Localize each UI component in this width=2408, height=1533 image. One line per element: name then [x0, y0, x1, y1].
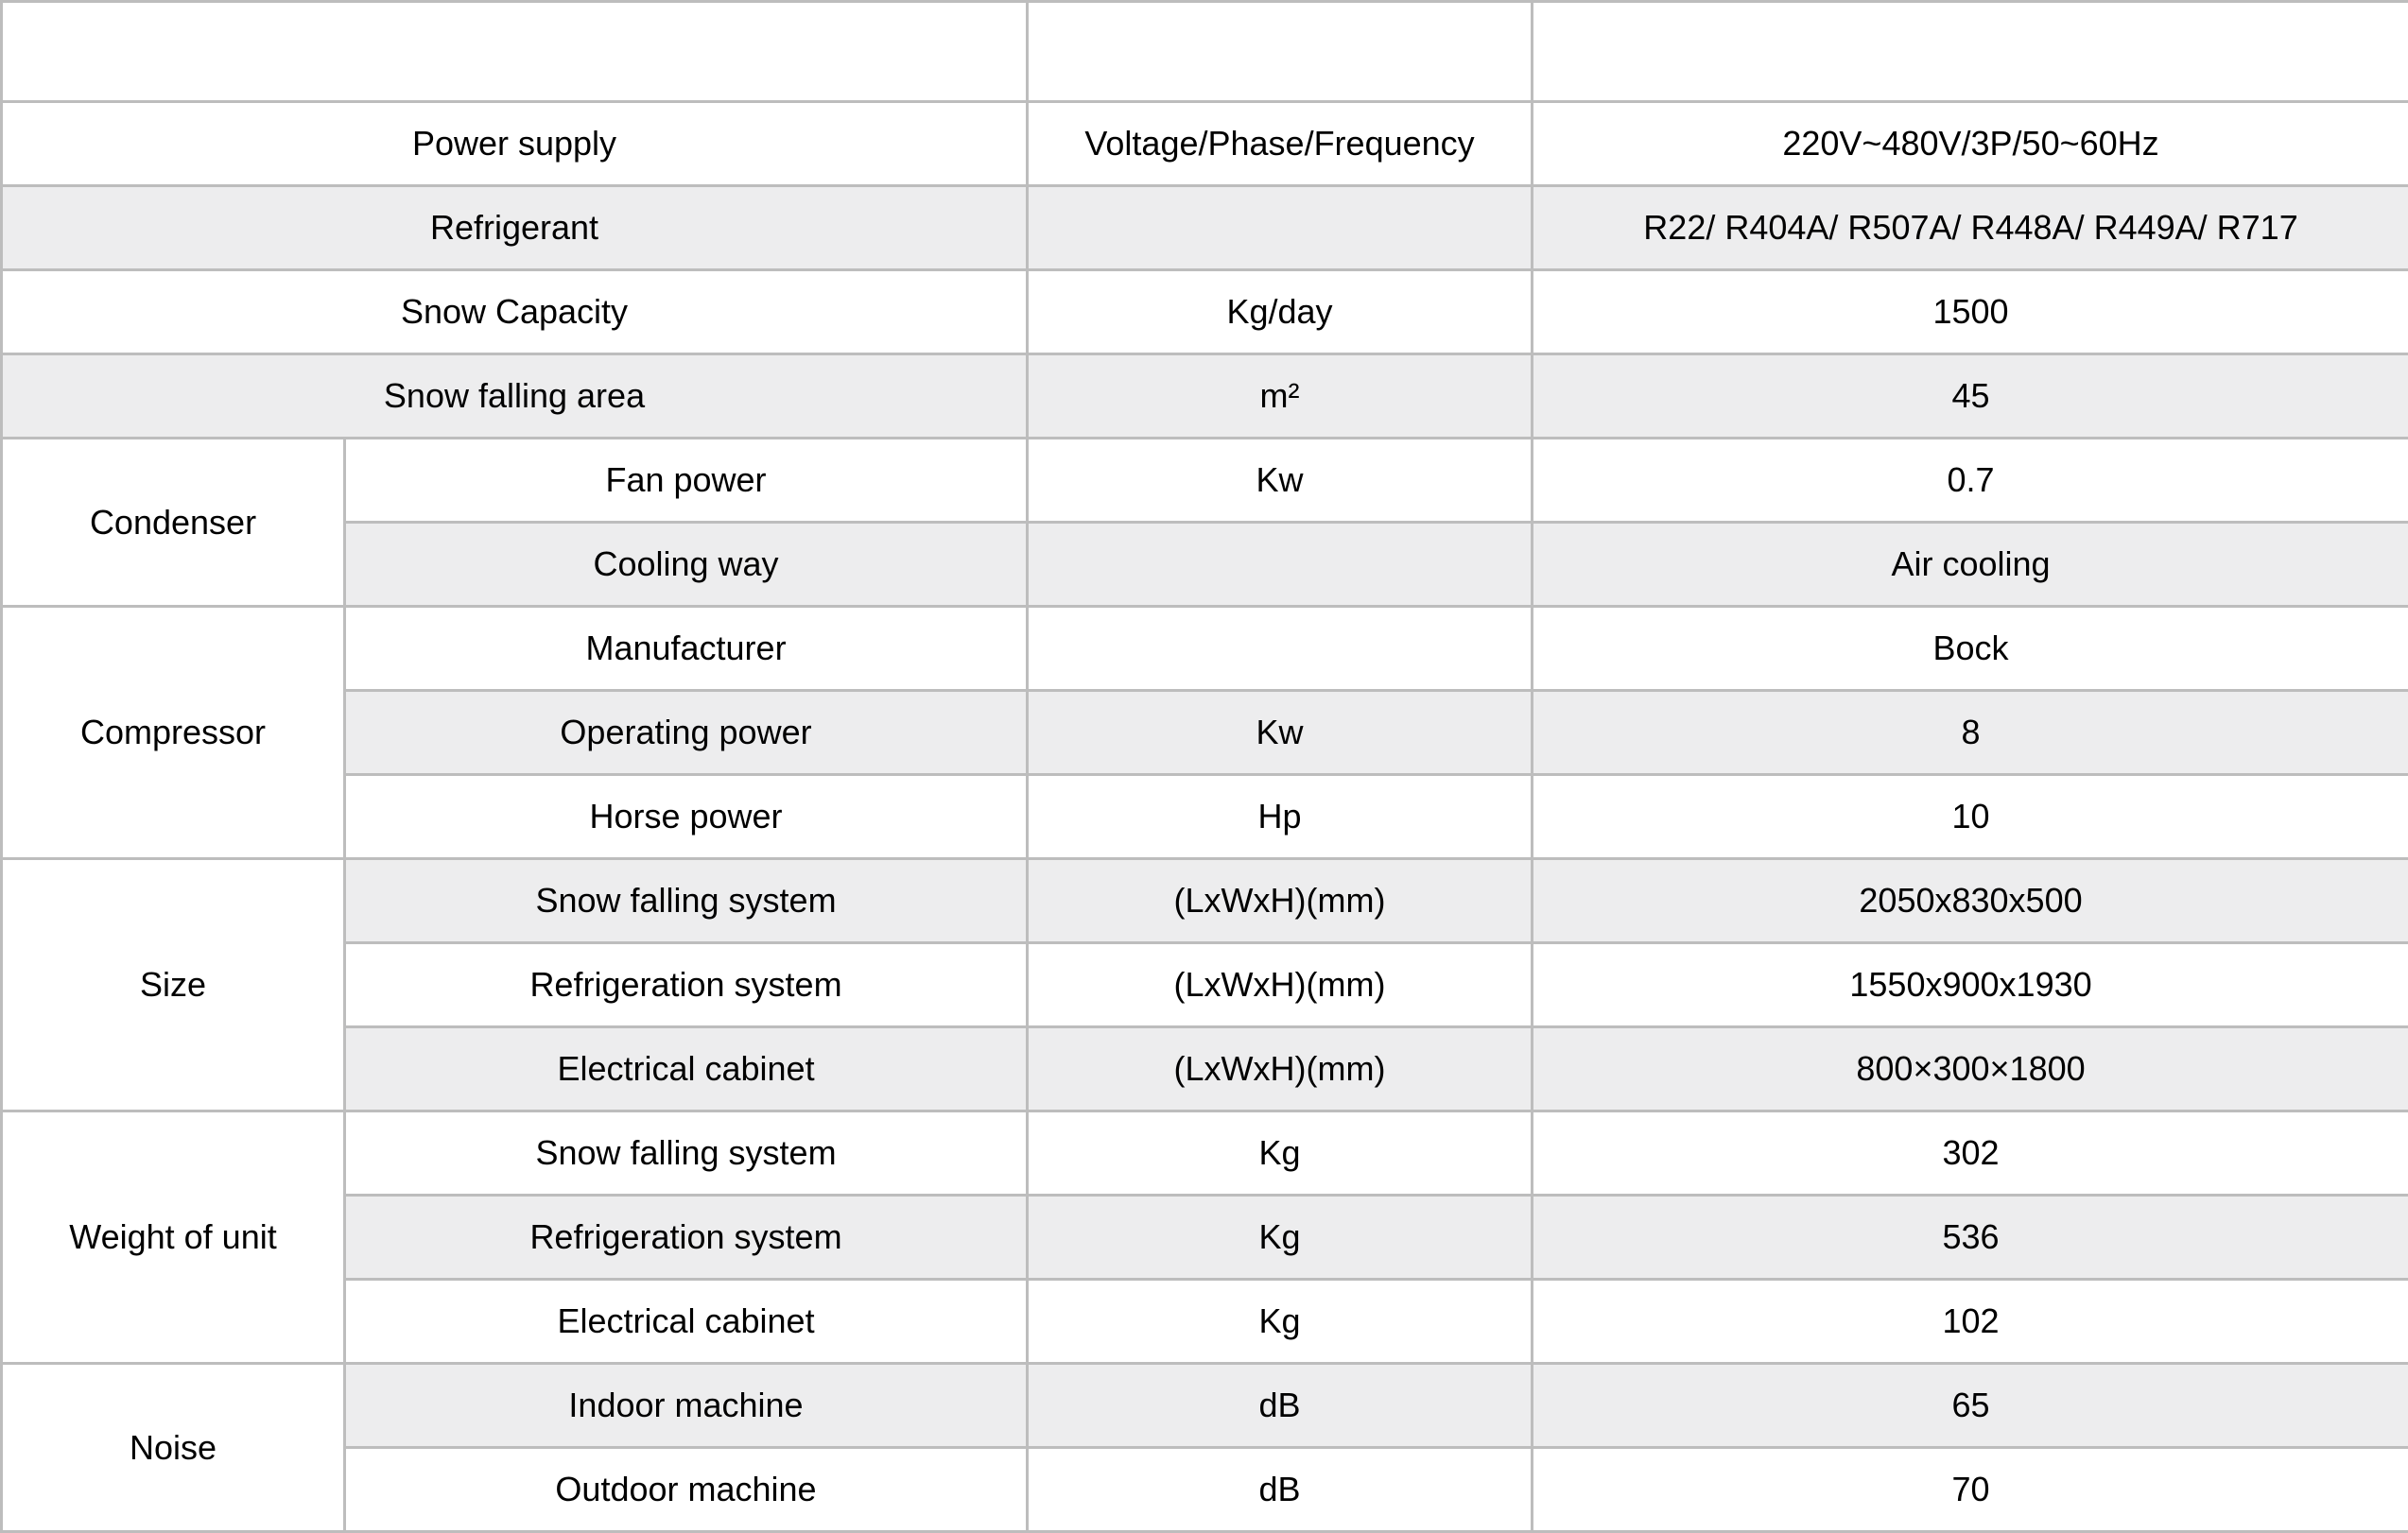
header-row: Subject Unit Technical parameter	[2, 2, 2408, 102]
table-row: Outdoor machine dB 70	[2, 1448, 2408, 1532]
table-row: Weight of unit Snow falling system Kg 30…	[2, 1111, 2408, 1196]
subject-cell: Refrigerant	[2, 186, 1028, 270]
value-cell: 2050x830x500	[1533, 859, 2408, 943]
subject-cell: Cooling way	[345, 523, 1028, 607]
table-row: Cooling way Air cooling	[2, 523, 2408, 607]
unit-cell: (LxWxH)(mm)	[1028, 943, 1533, 1027]
table-row: Snow Capacity Kg/day 1500	[2, 270, 2408, 354]
value-cell: 220V~480V/3P/50~60Hz	[1533, 102, 2408, 186]
group-cell-compressor: Compressor	[2, 607, 345, 859]
table-row: Snow falling area m² 45	[2, 354, 2408, 439]
table-row: Electrical cabinet (LxWxH)(mm) 800×300×1…	[2, 1027, 2408, 1111]
subject-cell: Fan power	[345, 439, 1028, 523]
unit-cell: Voltage/Phase/Frequency	[1028, 102, 1533, 186]
unit-cell	[1028, 523, 1533, 607]
value-cell: R22/ R404A/ R507A/ R448A/ R449A/ R717	[1533, 186, 2408, 270]
table-row: Size Snow falling system (LxWxH)(mm) 205…	[2, 859, 2408, 943]
unit-cell: m²	[1028, 354, 1533, 439]
subject-cell: Snow falling system	[345, 859, 1028, 943]
table-row: Refrigerant R22/ R404A/ R507A/ R448A/ R4…	[2, 186, 2408, 270]
header-subject: Subject	[2, 2, 1028, 102]
unit-cell	[1028, 607, 1533, 691]
value-cell: 536	[1533, 1196, 2408, 1280]
unit-cell: Kg	[1028, 1280, 1533, 1364]
subject-cell: Operating power	[345, 691, 1028, 775]
unit-cell: (LxWxH)(mm)	[1028, 859, 1533, 943]
unit-cell: Kw	[1028, 439, 1533, 523]
value-cell: Bock	[1533, 607, 2408, 691]
value-cell: 800×300×1800	[1533, 1027, 2408, 1111]
table-row: Condenser Fan power Kw 0.7	[2, 439, 2408, 523]
unit-cell: Kg	[1028, 1111, 1533, 1196]
value-cell: 8	[1533, 691, 2408, 775]
value-cell: 10	[1533, 775, 2408, 859]
subject-cell: Power supply	[2, 102, 1028, 186]
subject-cell: Outdoor machine	[345, 1448, 1028, 1532]
value-cell: 302	[1533, 1111, 2408, 1196]
value-cell: 1550x900x1930	[1533, 943, 2408, 1027]
unit-cell: Kw	[1028, 691, 1533, 775]
subject-cell: Refrigeration system	[345, 943, 1028, 1027]
table-row: Compressor Manufacturer Bock	[2, 607, 2408, 691]
value-cell: 102	[1533, 1280, 2408, 1364]
table-row: Operating power Kw 8	[2, 691, 2408, 775]
subject-cell: Snow Capacity	[2, 270, 1028, 354]
subject-cell: Electrical cabinet	[345, 1027, 1028, 1111]
unit-cell: Hp	[1028, 775, 1533, 859]
group-cell-noise: Noise	[2, 1364, 345, 1532]
header-unit: Unit	[1028, 2, 1533, 102]
subject-cell: Refrigeration system	[345, 1196, 1028, 1280]
subject-cell: Indoor machine	[345, 1364, 1028, 1448]
value-cell: 45	[1533, 354, 2408, 439]
group-cell-condenser: Condenser	[2, 439, 345, 607]
value-cell: 0.7	[1533, 439, 2408, 523]
table-row: Refrigeration system Kg 536	[2, 1196, 2408, 1280]
table-row: Horse power Hp 10	[2, 775, 2408, 859]
subject-cell: Horse power	[345, 775, 1028, 859]
subject-cell: Snow falling area	[2, 354, 1028, 439]
value-cell: 65	[1533, 1364, 2408, 1448]
table-row: Electrical cabinet Kg 102	[2, 1280, 2408, 1364]
value-cell: 70	[1533, 1448, 2408, 1532]
group-cell-weight-of-unit: Weight of unit	[2, 1111, 345, 1364]
unit-cell: Kg	[1028, 1196, 1533, 1280]
table-row: Power supply Voltage/Phase/Frequency 220…	[2, 102, 2408, 186]
unit-cell: Kg/day	[1028, 270, 1533, 354]
table-row: Noise Indoor machine dB 65	[2, 1364, 2408, 1448]
subject-cell: Snow falling system	[345, 1111, 1028, 1196]
value-cell: 1500	[1533, 270, 2408, 354]
subject-cell: Electrical cabinet	[345, 1280, 1028, 1364]
unit-cell: dB	[1028, 1448, 1533, 1532]
unit-cell: (LxWxH)(mm)	[1028, 1027, 1533, 1111]
group-cell-size: Size	[2, 859, 345, 1111]
subject-cell: Manufacturer	[345, 607, 1028, 691]
header-technical-parameter: Technical parameter	[1533, 2, 2408, 102]
unit-cell: dB	[1028, 1364, 1533, 1448]
unit-cell	[1028, 186, 1533, 270]
value-cell: Air cooling	[1533, 523, 2408, 607]
table-row: Refrigeration system (LxWxH)(mm) 1550x90…	[2, 943, 2408, 1027]
